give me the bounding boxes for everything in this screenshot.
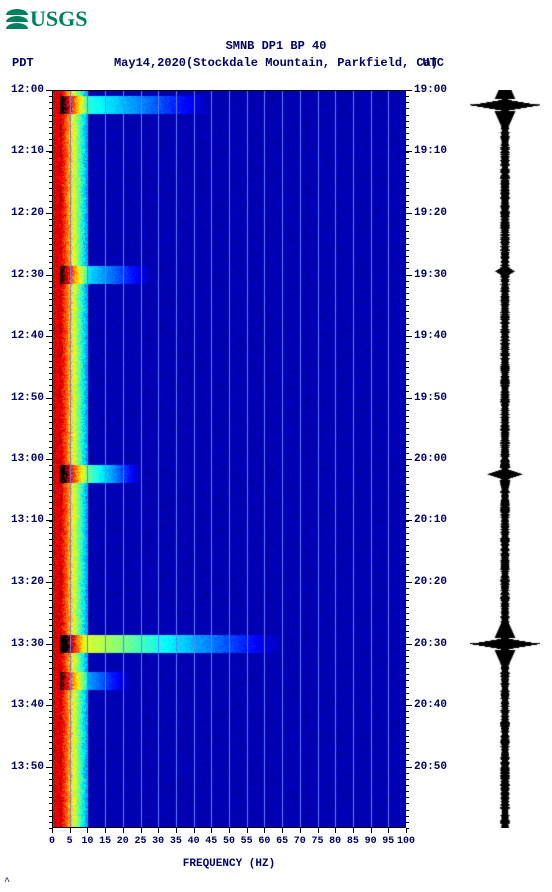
chart-title: SMNB DP1 BP 40 bbox=[0, 38, 552, 55]
xtick-label: 45 bbox=[205, 836, 217, 847]
xtick-label: 60 bbox=[258, 836, 270, 847]
ytick-left-label: 13:20 bbox=[11, 576, 44, 588]
spectrogram-chart bbox=[52, 90, 406, 828]
xtick-label: 100 bbox=[397, 836, 415, 847]
xtick-label: 75 bbox=[311, 836, 323, 847]
xtick-label: 55 bbox=[241, 836, 253, 847]
xtick-label: 90 bbox=[365, 836, 377, 847]
ytick-left-label: 12:00 bbox=[11, 84, 44, 96]
ytick-left-label: 13:10 bbox=[11, 514, 44, 526]
xtick-label: 95 bbox=[382, 836, 394, 847]
ytick-left-label: 13:50 bbox=[11, 761, 44, 773]
ytick-left-label: 12:30 bbox=[11, 269, 44, 281]
chart-header: SMNB DP1 BP 40 PDT May14,2020 (Stockdale… bbox=[0, 38, 552, 72]
right-timezone: UTC bbox=[422, 55, 444, 72]
xtick-label: 20 bbox=[117, 836, 129, 847]
ytick-right-label: 20:50 bbox=[414, 761, 447, 773]
ytick-right-label: 20:30 bbox=[414, 638, 447, 650]
xtick-label: 85 bbox=[347, 836, 359, 847]
xtick-label: 15 bbox=[99, 836, 111, 847]
ytick-right-label: 19:20 bbox=[414, 207, 447, 219]
ytick-left-label: 12:40 bbox=[11, 330, 44, 342]
ytick-left-label: 12:50 bbox=[11, 392, 44, 404]
ytick-right-label: 19:50 bbox=[414, 392, 447, 404]
ytick-right-label: 19:10 bbox=[414, 145, 447, 157]
ytick-left-label: 13:30 bbox=[11, 638, 44, 650]
xtick-label: 30 bbox=[152, 836, 164, 847]
y-axis-left: 12:0012:1012:2012:3012:4012:5013:0013:10… bbox=[0, 90, 52, 828]
xtick-label: 65 bbox=[276, 836, 288, 847]
ytick-right-label: 20:20 bbox=[414, 576, 447, 588]
xtick-label: 25 bbox=[134, 836, 146, 847]
seismogram bbox=[470, 90, 540, 828]
ytick-right-label: 20:10 bbox=[414, 514, 447, 526]
xtick-label: 70 bbox=[294, 836, 306, 847]
y-axis-right: 19:0019:1019:2019:3019:4019:5020:0020:10… bbox=[406, 90, 448, 828]
xtick-label: 10 bbox=[81, 836, 93, 847]
logo-wave-icon bbox=[6, 9, 28, 29]
xtick-label: 50 bbox=[223, 836, 235, 847]
ytick-left-label: 13:40 bbox=[11, 699, 44, 711]
ytick-right-label: 19:30 bbox=[414, 269, 447, 281]
footer-mark: ^ bbox=[4, 877, 10, 888]
ytick-right-label: 20:40 bbox=[414, 699, 447, 711]
ytick-right-label: 19:00 bbox=[414, 84, 447, 96]
x-axis: 0510152025303540455055606570758085909510… bbox=[52, 828, 406, 858]
chart-date: May14,2020 bbox=[114, 55, 186, 72]
ytick-left-label: 12:10 bbox=[11, 145, 44, 157]
usgs-logo: USGS bbox=[6, 6, 87, 32]
ytick-right-label: 19:40 bbox=[414, 330, 447, 342]
ytick-left-label: 13:00 bbox=[11, 453, 44, 465]
xtick-label: 0 bbox=[49, 836, 55, 847]
left-timezone: PDT bbox=[12, 55, 34, 72]
xtick-label: 35 bbox=[170, 836, 182, 847]
logo-text: USGS bbox=[30, 6, 87, 32]
ytick-right-label: 20:00 bbox=[414, 453, 447, 465]
xtick-label: 40 bbox=[188, 836, 200, 847]
chart-location: (Stockdale Mountain, Parkfield, Ca) bbox=[186, 55, 438, 72]
xtick-label: 80 bbox=[329, 836, 341, 847]
ytick-left-label: 12:20 bbox=[11, 207, 44, 219]
xtick-label: 5 bbox=[67, 836, 73, 847]
x-axis-label: FREQUENCY (HZ) bbox=[52, 858, 406, 870]
